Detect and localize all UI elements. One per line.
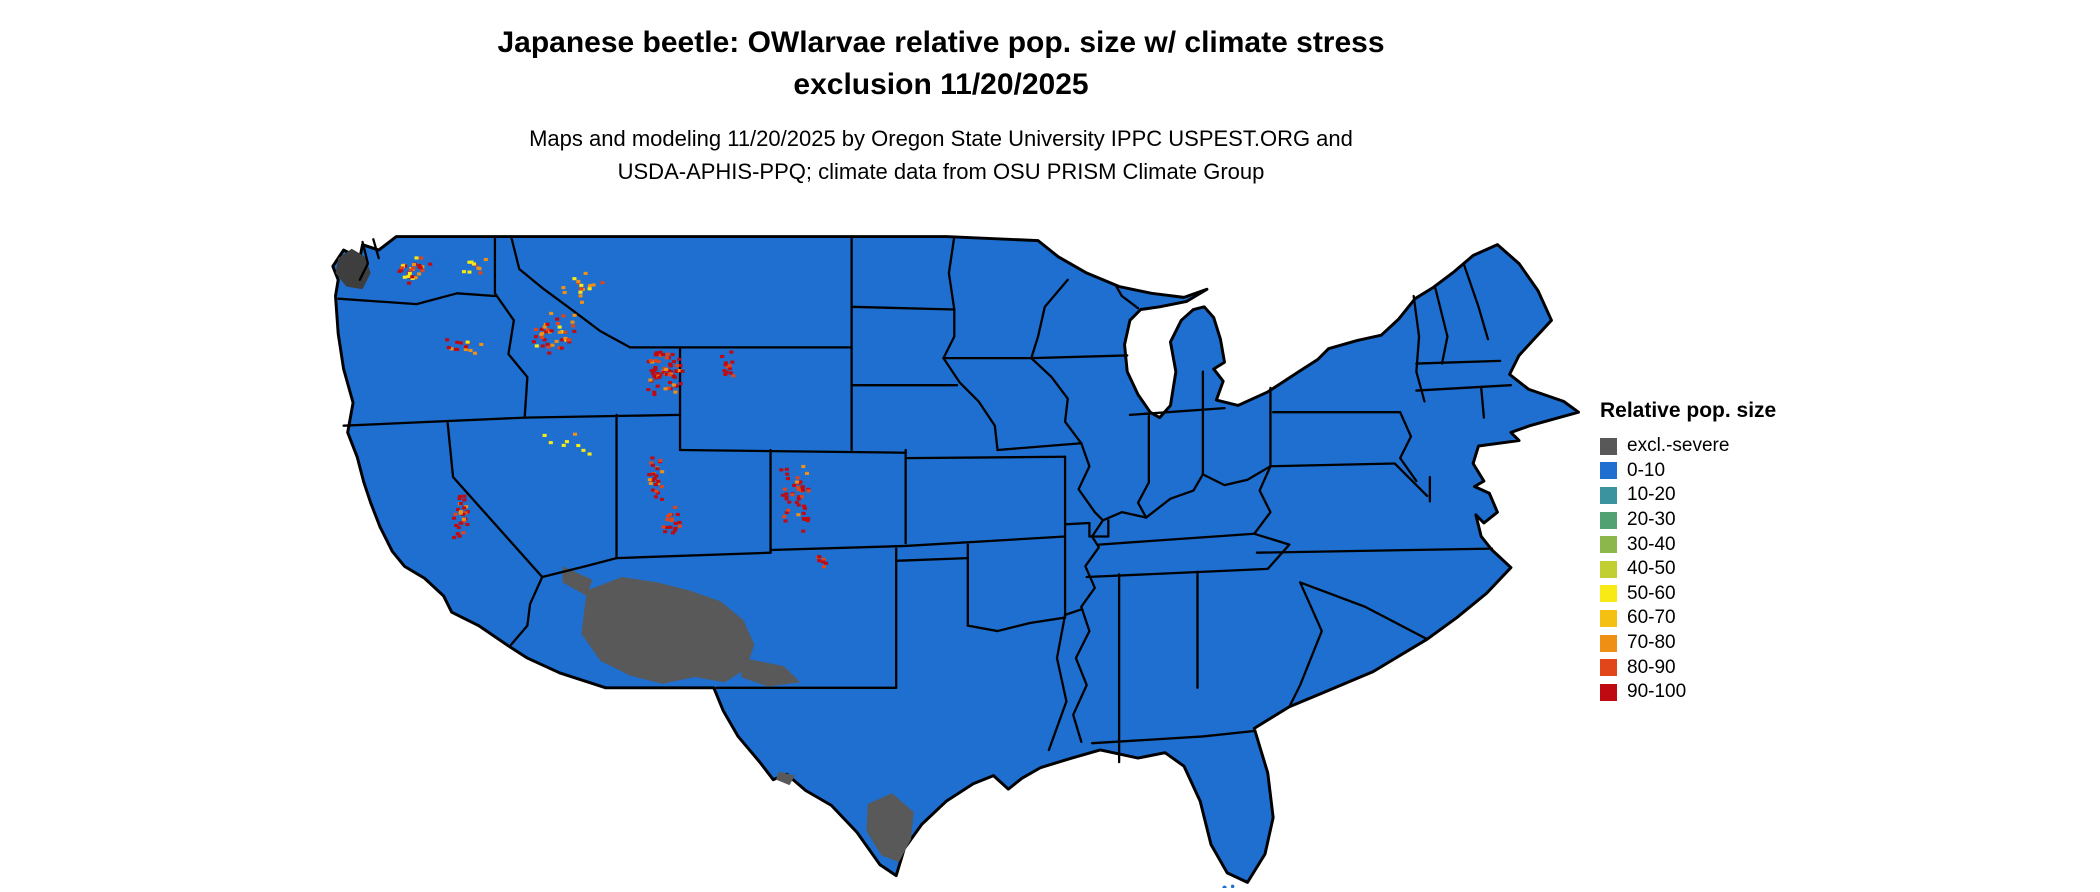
legend-item: 0-10 [1600, 459, 1880, 484]
legend-item: excl.-severe [1600, 434, 1880, 459]
hotspot-northern-new-mexico [816, 555, 829, 569]
map-header: Japanese beetle: OWlarvae relative pop. … [0, 22, 1882, 188]
legend-label: 20-30 [1627, 509, 1676, 531]
subtitle-line1: Maps and modeling 11/20/2025 by Oregon S… [529, 126, 1353, 151]
legend-label: 80-90 [1627, 656, 1676, 678]
legend-item: 20-30 [1600, 508, 1880, 533]
legend-label: excl.-severe [1627, 435, 1730, 457]
exclusion-region-lower-colorado-river [562, 566, 593, 596]
legend-label: 90-100 [1627, 681, 1687, 703]
legend-title: Relative pop. size [1600, 399, 1777, 422]
legend-item: 10-20 [1600, 483, 1880, 508]
hotspot-nevada-scatter [542, 432, 592, 456]
legend-item: 40-50 [1600, 557, 1880, 582]
legend-item: 60-70 [1600, 606, 1880, 631]
legend-label: 30-40 [1627, 533, 1676, 555]
page-title-line2: exclusion 11/20/2025 [793, 68, 1089, 101]
legend-item: 70-80 [1600, 631, 1880, 656]
legend-label: 40-50 [1627, 558, 1676, 580]
hotspot-northeast-washington [461, 258, 488, 275]
legend-swatch [1600, 683, 1617, 701]
legend-item: 30-40 [1600, 532, 1880, 557]
legend-item: 50-60 [1600, 582, 1880, 607]
legend-swatch [1600, 536, 1617, 554]
map-legend: Relative pop. size excl.-severe 0-10 10-20… [1600, 398, 1880, 705]
legend-label: 70-80 [1627, 632, 1676, 654]
hotspot-yellowstone-nw-wyoming [646, 350, 685, 397]
legend-label: 60-70 [1627, 607, 1676, 629]
exclusion-region-southern-arizona [581, 577, 755, 684]
legend-item: 90-100 [1600, 680, 1880, 705]
islands [1201, 884, 1235, 892]
hotspot-blue-mountains-oregon [445, 338, 484, 355]
legend-swatch [1600, 462, 1617, 480]
legend-items: excl.-severe 0-10 10-20 20-30 30-40 40-50 50-6… [1600, 434, 1880, 705]
hotspot-colorado-rockies [779, 464, 811, 533]
exclusion-region-southwestern-new-mexico [740, 658, 801, 687]
legend-swatch [1600, 659, 1617, 677]
map-subtitle: Maps and modeling 11/20/2025 by Oregon S… [0, 122, 1882, 188]
exclusion-regions [335, 248, 914, 863]
hotspot-central-idaho [531, 311, 577, 355]
subtitle-line2: USDA-APHIS-PPQ; climate data from OSU PR… [617, 159, 1265, 184]
legend-label: 10-20 [1627, 484, 1676, 506]
legend-swatch [1600, 511, 1617, 529]
hotspot-sierra-california [452, 494, 470, 540]
hotspot-wasatch-utah [647, 456, 665, 501]
legend-swatch [1600, 560, 1617, 578]
hotspot-speckles [397, 256, 829, 569]
exclusion-region-big-bend-texas [775, 771, 795, 786]
hotspot-cascades-washington [397, 256, 433, 285]
hotspot-western-montana [561, 271, 605, 304]
legend-swatch [1600, 486, 1617, 504]
us-map [322, 212, 1592, 892]
legend-label: 0-10 [1627, 459, 1666, 481]
legend-swatch [1600, 609, 1617, 627]
exclusion-region-olympic-peninsula-washington [335, 248, 371, 290]
state-borders [337, 235, 1513, 764]
us-map-svg [331, 235, 1580, 892]
exclusion-region-southern-texas [866, 793, 914, 863]
legend-swatch [1600, 437, 1617, 455]
legend-item: 80-90 [1600, 655, 1880, 680]
page-title-line1: Japanese beetle: OWlarvae relative pop. … [497, 26, 1385, 59]
hotspot-southern-utah [661, 505, 682, 535]
legend-label: 50-60 [1627, 582, 1676, 604]
hotspot-bighorn-wyoming [720, 350, 736, 378]
legend-swatch [1600, 634, 1617, 652]
legend-swatch [1600, 585, 1617, 603]
